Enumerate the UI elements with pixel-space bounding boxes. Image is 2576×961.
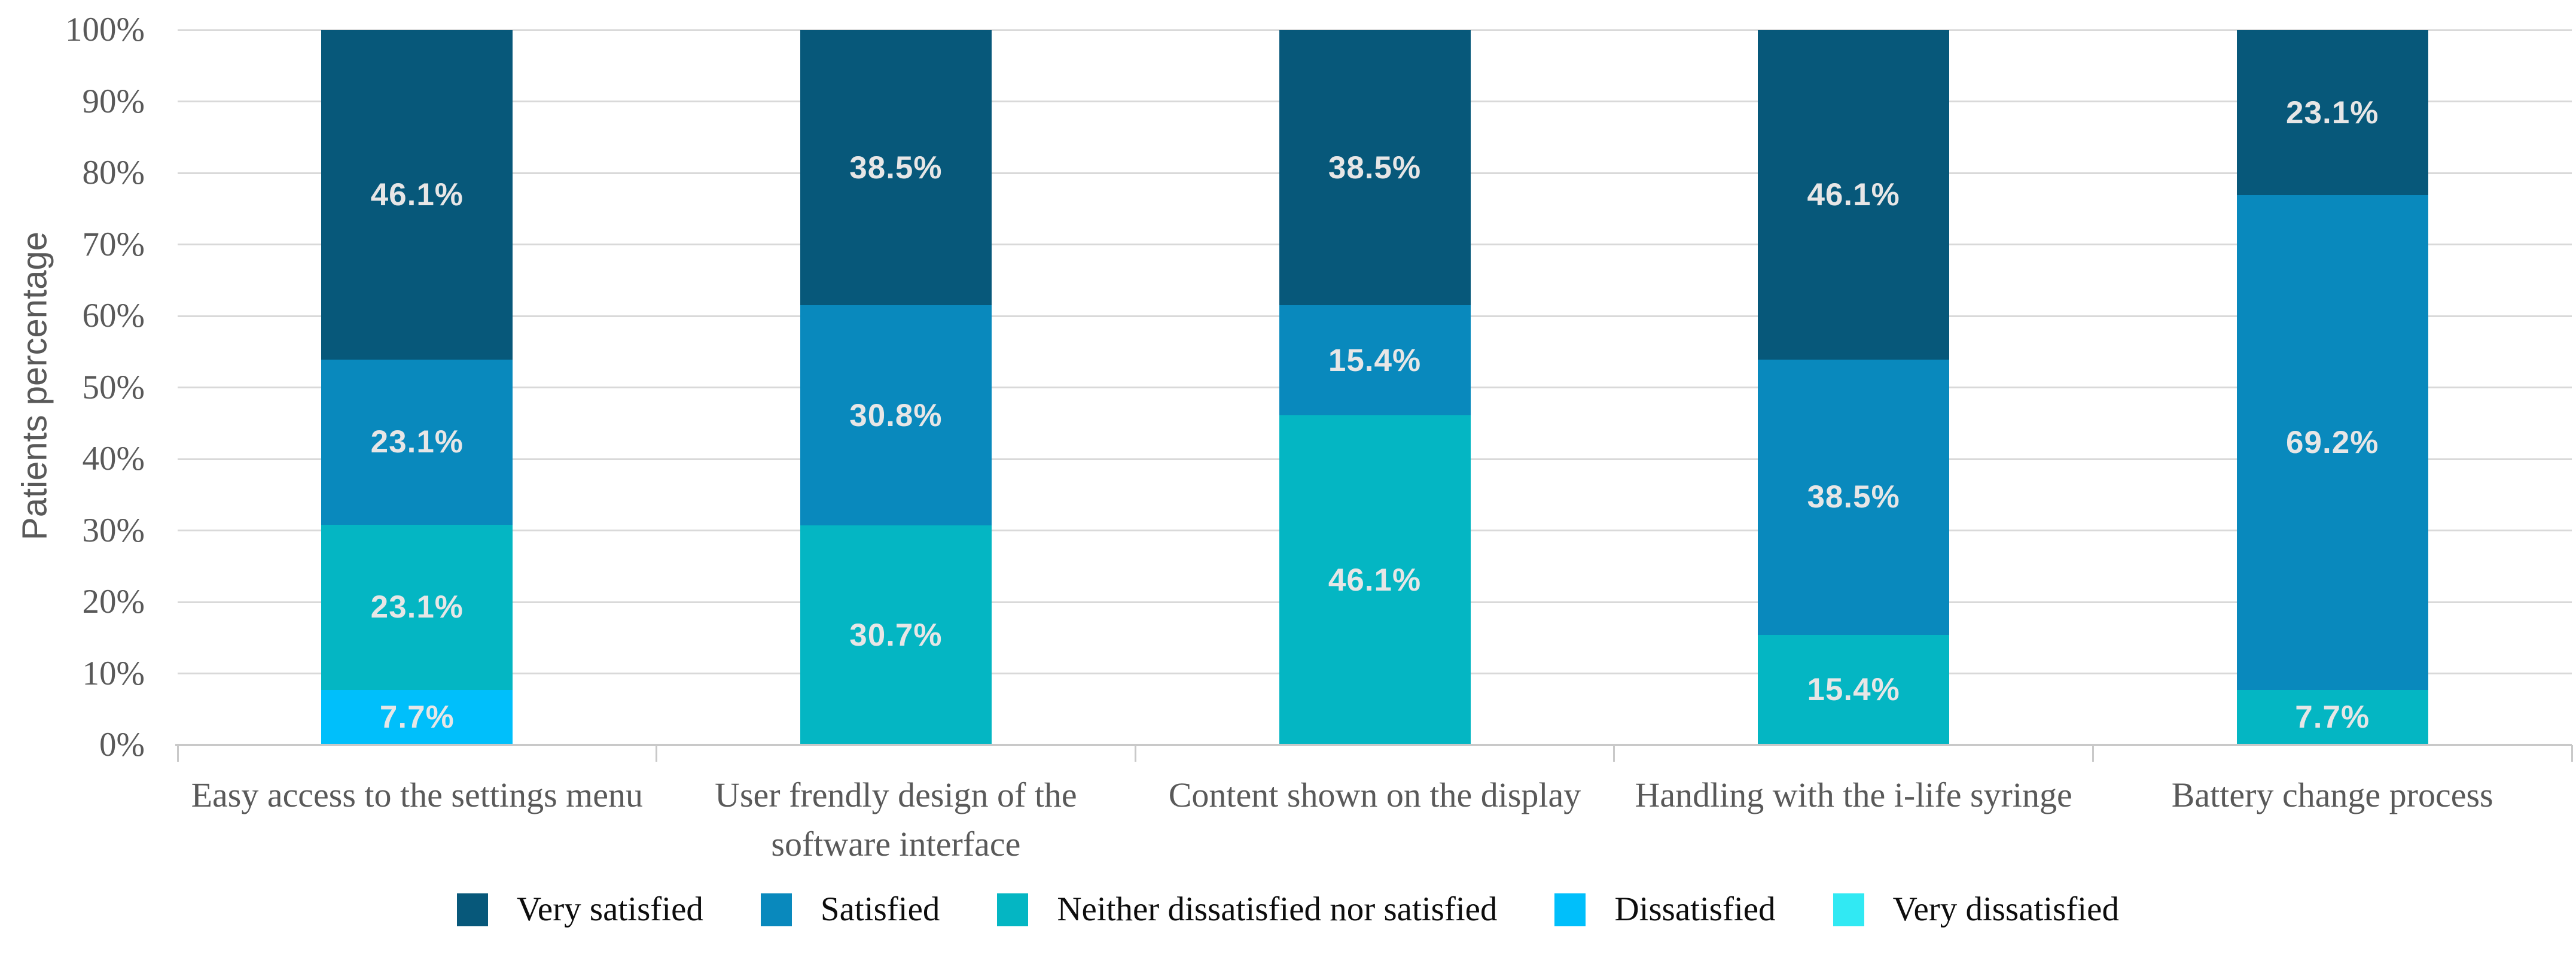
bar-segment: 46.1% [1758, 30, 1950, 360]
x-category-label: Battery change process [2171, 776, 2493, 814]
y-tick-label: 90% [82, 82, 145, 120]
bar-segment: 7.7% [321, 689, 513, 745]
legend-item: Very satisfied [457, 890, 703, 929]
axis-tick [2092, 745, 2094, 762]
y-tick-label: 0% [99, 726, 145, 764]
legend-item: Neither dissatisfied nor satisfied [997, 890, 1497, 929]
bar-value-label: 7.7% [379, 700, 455, 735]
bar-segment: 30.8% [800, 305, 992, 526]
axis-tick [656, 745, 658, 762]
bar-segment: 7.7% [2236, 689, 2428, 745]
bar-segment: 38.5% [1279, 30, 1471, 306]
y-tick-label: 50% [82, 368, 145, 406]
y-tick-label: 30% [82, 511, 145, 549]
legend-swatch [1833, 893, 1864, 926]
legend-item: Very dissatisfied [1833, 890, 2119, 929]
bar-value-label: 69.2% [2286, 425, 2379, 460]
legend-swatch [457, 893, 489, 926]
bar-category-5: 23.1% 69.2% 7.7% [2236, 30, 2428, 745]
bar-segment: 38.5% [1758, 359, 1950, 635]
bar-segment: 38.5% [800, 30, 992, 306]
y-tick-label: 100% [65, 11, 145, 48]
x-axis-line [175, 744, 2572, 746]
bar-value-label: 38.5% [849, 150, 943, 185]
x-category-label: Easy access to the settings menu [191, 776, 643, 814]
legend-swatch [760, 893, 792, 926]
legend-label: Very satisfied [517, 890, 703, 928]
legend-label: Dissatisfied [1614, 890, 1776, 928]
bar-category-2: 38.5% 30.8% 30.7% [800, 30, 992, 745]
legend-item: Satisfied [760, 890, 940, 929]
bar-value-label: 7.7% [2295, 700, 2370, 735]
legend-swatch [1554, 893, 1586, 926]
legend-label: Neither dissatisfied nor satisfied [1057, 890, 1498, 928]
bar-value-label: 38.5% [1328, 150, 1422, 185]
bar-value-label: 23.1% [2286, 95, 2379, 130]
legend-label: Very dissatisfied [1892, 890, 2119, 928]
legend-label: Satisfied [820, 890, 940, 928]
axis-tick [2571, 745, 2573, 762]
bar-segment: 46.1% [1279, 415, 1471, 745]
bar-segment: 15.4% [1758, 634, 1950, 745]
bar-value-label: 23.1% [370, 424, 464, 460]
bar-segment: 23.1% [321, 524, 513, 690]
bar-value-label: 15.4% [1807, 672, 1900, 708]
axis-tick [176, 745, 179, 762]
bar-value-label: 46.1% [1328, 562, 1422, 598]
bar-value-label: 46.1% [1807, 177, 1900, 212]
plot-area: 46.1% 23.1% 23.1% 7.7% 38.5% 30.8% 30.7% 38.5% 1… [175, 29, 2573, 762]
axis-tick [1134, 745, 1136, 762]
bar-segment: 30.7% [800, 525, 992, 745]
x-category-label: User frendly design of the software inte… [715, 776, 1077, 863]
y-tick-label: 40% [82, 440, 145, 478]
legend-swatch [997, 893, 1029, 926]
axis-tick [1613, 745, 1615, 762]
bar-value-label: 30.7% [849, 618, 943, 653]
y-tick-label: 10% [82, 654, 145, 692]
bar-value-label: 46.1% [370, 177, 464, 212]
bar-segment: 15.4% [1279, 305, 1471, 416]
bar-value-label: 38.5% [1807, 479, 1900, 515]
bar-segment: 69.2% [2236, 195, 2428, 690]
bar-segment: 46.1% [321, 30, 513, 360]
bar-segment: 23.1% [321, 359, 513, 525]
bar-segment: 23.1% [2236, 30, 2428, 196]
bar-category-1: 46.1% 23.1% 23.1% 7.7% [321, 30, 513, 745]
y-tick-label: 20% [82, 583, 145, 621]
y-tick-label: 60% [82, 297, 145, 334]
bar-category-3: 38.5% 15.4% 46.1% [1279, 30, 1471, 745]
legend: Very satisfied Satisfied Neither dissatisf… [0, 890, 2576, 929]
bar-value-label: 23.1% [370, 589, 464, 625]
bar-value-label: 30.8% [849, 397, 943, 433]
legend-item: Dissatisfied [1554, 890, 1776, 929]
bar-category-4: 46.1% 38.5% 15.4% [1758, 30, 1950, 745]
y-tick-label: 70% [82, 225, 145, 263]
bar-value-label: 15.4% [1328, 342, 1422, 378]
x-category-label: Content shown on the display [1168, 776, 1581, 814]
y-tick-label: 80% [82, 154, 145, 191]
x-category-label: Handling with the i-life syringe [1635, 776, 2072, 814]
